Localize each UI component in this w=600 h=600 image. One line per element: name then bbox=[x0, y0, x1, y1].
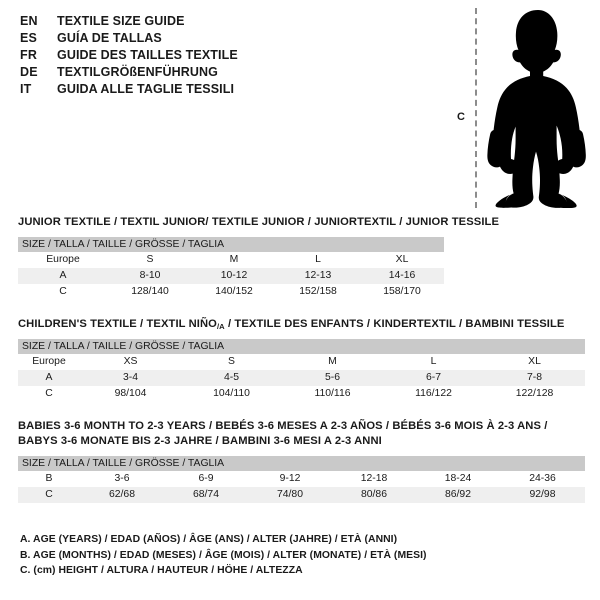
babies-size-table: SIZE / TALLA / TAILLE / GRÖSSE / TAGLIA … bbox=[18, 456, 585, 503]
table-cell: 152/158 bbox=[276, 284, 360, 300]
table-cell: M bbox=[282, 354, 383, 370]
language-code: FR bbox=[20, 48, 38, 62]
row-label: A bbox=[18, 370, 80, 386]
section-title-line2: BABYS 3-6 MONATE BIS 2-3 JAHRE / BAMBINI… bbox=[18, 435, 382, 447]
section-children-textile: CHILDREN'S TEXTILE / TEXTIL NIÑO/A / TEX… bbox=[18, 317, 585, 402]
table-cell: S bbox=[181, 354, 282, 370]
table-cell: 62/68 bbox=[80, 487, 164, 503]
height-reference-line bbox=[475, 8, 477, 208]
section-title-pre: CHILDREN'S TEXTILE / TEXTIL NIÑO bbox=[18, 318, 217, 330]
table-cell: 5-6 bbox=[282, 370, 383, 386]
table-row: C 128/140 140/152 152/158 158/170 bbox=[18, 284, 444, 300]
table-cell: XL bbox=[360, 252, 444, 268]
language-title: TEXTILE SIZE GUIDE bbox=[57, 14, 185, 28]
table-row: C 62/68 68/74 74/80 80/86 86/92 92/98 bbox=[18, 487, 585, 503]
table-row: B 3-6 6-9 9-12 12-18 18-24 24-36 bbox=[18, 471, 585, 487]
table-cell: S bbox=[108, 252, 192, 268]
table-cell: 3-4 bbox=[80, 370, 181, 386]
table-cell: 8-10 bbox=[108, 268, 192, 284]
height-label: C bbox=[457, 111, 465, 123]
table-cell: 80/86 bbox=[332, 487, 416, 503]
section-junior-textile: JUNIOR TEXTILE / TEXTIL JUNIOR/ TEXTILE … bbox=[18, 215, 499, 300]
table-cell: M bbox=[192, 252, 276, 268]
table-row: Europe S M L XL bbox=[18, 252, 444, 268]
table-cell: 24-36 bbox=[500, 471, 585, 487]
language-code: EN bbox=[20, 14, 38, 28]
table-cell: 7-8 bbox=[484, 370, 585, 386]
table-cell: 3-6 bbox=[80, 471, 164, 487]
legend-line-b: B. AGE (MONTHS) / EDAD (MESES) / ÂGE (MO… bbox=[20, 549, 427, 561]
language-title: GUÍA DE TALLAS bbox=[57, 31, 162, 45]
table-cell: 158/170 bbox=[360, 284, 444, 300]
table-cell: 6-7 bbox=[383, 370, 484, 386]
row-label: Europe bbox=[18, 354, 80, 370]
table-cell: 6-9 bbox=[164, 471, 248, 487]
language-code: ES bbox=[20, 31, 38, 45]
row-label: C bbox=[18, 487, 80, 503]
children-size-table: SIZE / TALLA / TAILLE / GRÖSSE / TAGLIA … bbox=[18, 339, 585, 402]
height-measurement-figure: C bbox=[440, 6, 600, 211]
section-title: CHILDREN'S TEXTILE / TEXTIL NIÑO/A / TEX… bbox=[18, 317, 585, 332]
table-band-row: SIZE / TALLA / TAILLE / GRÖSSE / TAGLIA bbox=[18, 456, 585, 471]
table-cell: 116/122 bbox=[383, 386, 484, 402]
table-band-row: SIZE / TALLA / TAILLE / GRÖSSE / TAGLIA bbox=[18, 237, 444, 252]
table-band-row: SIZE / TALLA / TAILLE / GRÖSSE / TAGLIA bbox=[18, 339, 585, 354]
language-row-es: ES GUÍA DE TALLAS bbox=[20, 31, 440, 48]
table-row: Europe XS S M L XL bbox=[18, 354, 585, 370]
section-title: JUNIOR TEXTILE / TEXTIL JUNIOR/ TEXTILE … bbox=[18, 216, 500, 228]
language-row-en: EN TEXTILE SIZE GUIDE bbox=[20, 14, 440, 31]
table-cell: 122/128 bbox=[484, 386, 585, 402]
table-cell: 98/104 bbox=[80, 386, 181, 402]
row-label: Europe bbox=[18, 252, 108, 268]
section-babies-textile: BABIES 3-6 MONTH TO 2-3 YEARS / BEBÉS 3-… bbox=[18, 419, 585, 503]
section-title-post: / TEXTILE DES ENFANTS / KINDERTEXTIL / B… bbox=[224, 318, 565, 330]
language-title: GUIDE DES TAILLES TEXTILE bbox=[57, 48, 238, 62]
table-cell: 104/110 bbox=[181, 386, 282, 402]
language-row-it: IT GUIDA ALLE TAGLIE TESSILI bbox=[20, 82, 440, 99]
row-label: C bbox=[18, 284, 108, 300]
language-title: TEXTILGRÖßENFÜHRUNG bbox=[57, 65, 218, 79]
table-cell: 110/116 bbox=[282, 386, 383, 402]
table-cell: L bbox=[276, 252, 360, 268]
table-cell: 68/74 bbox=[164, 487, 248, 503]
table-row: A 3-4 4-5 5-6 6-7 7-8 bbox=[18, 370, 585, 386]
section-title-line1: BABIES 3-6 MONTH TO 2-3 YEARS / BEBÉS 3-… bbox=[18, 420, 548, 432]
row-label: A bbox=[18, 268, 108, 284]
table-cell: 14-16 bbox=[360, 268, 444, 284]
table-cell: 74/80 bbox=[248, 487, 332, 503]
junior-size-table: SIZE / TALLA / TAILLE / GRÖSSE / TAGLIA … bbox=[18, 237, 444, 300]
size-band-label: SIZE / TALLA / TAILLE / GRÖSSE / TAGLIA bbox=[18, 237, 444, 252]
table-cell: 10-12 bbox=[192, 268, 276, 284]
table-cell: 12-13 bbox=[276, 268, 360, 284]
table-cell: 86/92 bbox=[416, 487, 500, 503]
language-row-fr: FR GUIDE DES TAILLES TEXTILE bbox=[20, 48, 440, 65]
section-title-subscript: /A bbox=[216, 322, 225, 331]
row-label: C bbox=[18, 386, 80, 402]
table-cell: L bbox=[383, 354, 484, 370]
language-code: DE bbox=[20, 65, 38, 79]
table-cell: 18-24 bbox=[416, 471, 500, 487]
size-band-label: SIZE / TALLA / TAILLE / GRÖSSE / TAGLIA bbox=[18, 456, 585, 471]
table-cell: 128/140 bbox=[108, 284, 192, 300]
table-cell: 9-12 bbox=[248, 471, 332, 487]
table-row: A 8-10 10-12 12-13 14-16 bbox=[18, 268, 444, 284]
table-cell: 12-18 bbox=[332, 471, 416, 487]
language-title: GUIDA ALLE TAGLIE TESSILI bbox=[57, 82, 235, 96]
legend-line-a: A. AGE (YEARS) / EDAD (AÑOS) / ÂGE (ANS)… bbox=[20, 534, 398, 545]
toddler-silhouette-icon bbox=[487, 10, 586, 208]
language-code: IT bbox=[20, 82, 32, 96]
row-label: B bbox=[18, 471, 80, 487]
table-cell: XS bbox=[80, 354, 181, 370]
measurement-legend: A. AGE (YEARS) / EDAD (AÑOS) / ÂGE (ANS)… bbox=[20, 532, 460, 579]
size-band-label: SIZE / TALLA / TAILLE / GRÖSSE / TAGLIA bbox=[18, 339, 585, 354]
table-cell: 4-5 bbox=[181, 370, 282, 386]
language-header: EN TEXTILE SIZE GUIDE ES GUÍA DE TALLAS … bbox=[20, 14, 440, 99]
language-row-de: DE TEXTILGRÖßENFÜHRUNG bbox=[20, 65, 440, 82]
legend-line-c: C. (cm) HEIGHT / ALTURA / HAUTEUR / HÖHE… bbox=[20, 565, 303, 576]
table-row: C 98/104 104/110 110/116 116/122 122/128 bbox=[18, 386, 585, 402]
table-cell: 140/152 bbox=[192, 284, 276, 300]
table-cell: 92/98 bbox=[500, 487, 585, 503]
table-cell: XL bbox=[484, 354, 585, 370]
